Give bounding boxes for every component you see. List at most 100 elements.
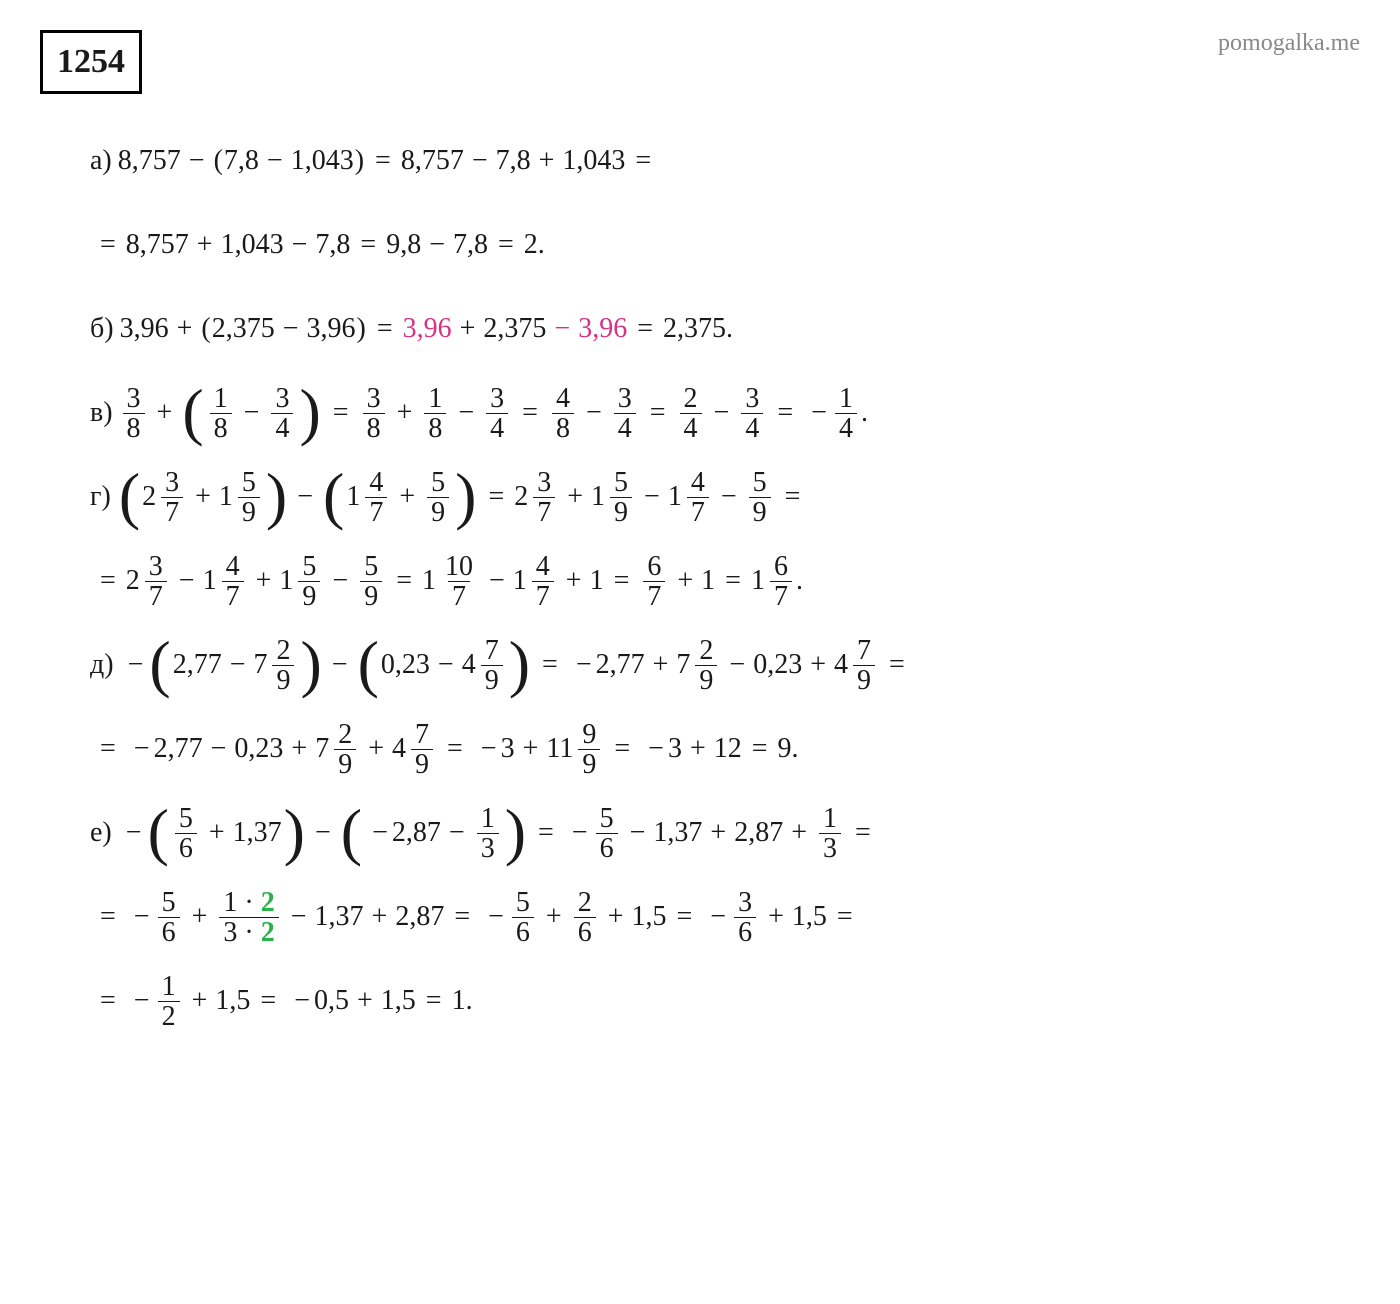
val: 0,23 <box>234 727 283 772</box>
val: 1,5 <box>381 979 416 1024</box>
fraction-expanded: 1 · 2 3 · 2 <box>219 888 278 948</box>
val: 1,043 <box>562 139 625 184</box>
fraction: 13 <box>819 804 841 864</box>
op-eq: = <box>522 391 538 436</box>
mixed-number: 729 <box>676 636 721 696</box>
mixed-number: 1107 <box>422 552 481 612</box>
op-neg: − <box>648 727 664 772</box>
op-plus: + <box>791 811 807 856</box>
solutions: а) 8,757 − ( 7,8 − 1,043 ) = 8,757 − 7,8… <box>40 126 1360 1036</box>
fraction: 56 <box>596 804 618 864</box>
op-minus: − <box>729 643 745 688</box>
label-g: г) <box>90 475 111 520</box>
period: . <box>726 307 733 352</box>
paren-open: ( <box>148 806 169 857</box>
mixed-number: 147 <box>203 552 248 612</box>
val: 8,757 <box>118 139 181 184</box>
fraction: 24 <box>680 384 702 444</box>
op-plus: + <box>256 559 272 604</box>
mixed-number: 159 <box>591 468 636 528</box>
fraction: 59 <box>749 468 771 528</box>
val: 0,5 <box>314 979 349 1024</box>
mixed-number: 159 <box>219 468 264 528</box>
op-minus: − <box>438 643 454 688</box>
val: 1,5 <box>215 979 250 1024</box>
mixed-number: 147 <box>513 552 558 612</box>
fraction: 38 <box>123 384 145 444</box>
label-a: а) <box>90 139 112 184</box>
op-eq: = <box>375 139 391 184</box>
mixed-number: 237 <box>514 468 559 528</box>
op-plus: + <box>653 643 669 688</box>
fraction: 34 <box>614 384 636 444</box>
op-eq: = <box>538 811 554 856</box>
op-plus: + <box>399 475 415 520</box>
op-plus: + <box>372 895 388 940</box>
op-plus: + <box>566 559 582 604</box>
mixed-number: 167 <box>751 552 796 612</box>
op-minus: − <box>189 139 205 184</box>
op-eq: = <box>100 979 116 1024</box>
mixed-number: 729 <box>253 636 298 696</box>
op-plus: + <box>523 727 539 772</box>
val: 8,757 <box>126 223 189 268</box>
op-plus: + <box>690 727 706 772</box>
val: 2,375 <box>212 307 275 352</box>
op-eq: = <box>837 895 853 940</box>
op-minus: − <box>644 475 660 520</box>
op-neg: − <box>128 643 144 688</box>
val: 9,8 <box>386 223 421 268</box>
mixed-number: 479 <box>462 636 507 696</box>
row-e-1: е) − ( 56 + 1,37 ) − ( −2,87 − 13 ) = − … <box>90 798 1360 868</box>
result: 2 <box>524 223 538 268</box>
fraction: 14 <box>835 384 857 444</box>
result: 1 <box>452 979 466 1024</box>
op-eq: = <box>752 727 768 772</box>
op-minus: − <box>179 559 195 604</box>
val: 3 <box>501 727 515 772</box>
op-eq: = <box>855 811 871 856</box>
op-plus: + <box>397 391 413 436</box>
fraction: 56 <box>512 888 534 948</box>
paren-close: ) <box>355 139 364 184</box>
paren-close: ) <box>266 470 287 521</box>
op-plus: + <box>357 979 373 1024</box>
mixed-number: 159 <box>279 552 324 612</box>
period: . <box>796 559 803 604</box>
op-neg: − <box>372 811 388 856</box>
op-eq: = <box>889 643 905 688</box>
row-a-2: = 8,757 + 1,043 − 7,8 = 9,8 − 7,8 = 2. <box>90 210 1360 280</box>
op-minus: − <box>714 391 730 436</box>
result: 9 <box>778 727 792 772</box>
val: 2,87 <box>395 895 444 940</box>
op-eq: = <box>377 307 393 352</box>
op-minus: − <box>554 307 570 352</box>
period: . <box>792 727 799 772</box>
op-minus: − <box>586 391 602 436</box>
fraction: 59 <box>427 468 449 528</box>
val: 2,77 <box>154 727 203 772</box>
op-plus: + <box>368 727 384 772</box>
op-minus: − <box>292 223 308 268</box>
op-plus: + <box>209 811 225 856</box>
op-plus: + <box>192 895 208 940</box>
paren-open: ( <box>341 806 362 857</box>
cancel-term: 3,96 <box>403 307 452 352</box>
op-eq: = <box>447 727 463 772</box>
mixed-number: 237 <box>142 468 187 528</box>
val: 7,8 <box>315 223 350 268</box>
fraction: 34 <box>741 384 763 444</box>
op-minus: − <box>291 895 307 940</box>
paren-close: ) <box>455 470 476 521</box>
paren-open: ( <box>323 470 344 521</box>
val: 12 <box>714 727 742 772</box>
val: 3,96 <box>120 307 169 352</box>
label-b: б) <box>90 307 114 352</box>
op-eq: = <box>614 727 630 772</box>
op-minus: − <box>297 475 313 520</box>
fraction: 13 <box>477 804 499 864</box>
row-v: в) 38 + ( 18 − 34 ) = 38 + 18 − 34 = 48 … <box>90 378 1360 448</box>
val: 1,37 <box>315 895 364 940</box>
paren-open: ( <box>358 638 379 689</box>
op-minus: − <box>721 475 737 520</box>
